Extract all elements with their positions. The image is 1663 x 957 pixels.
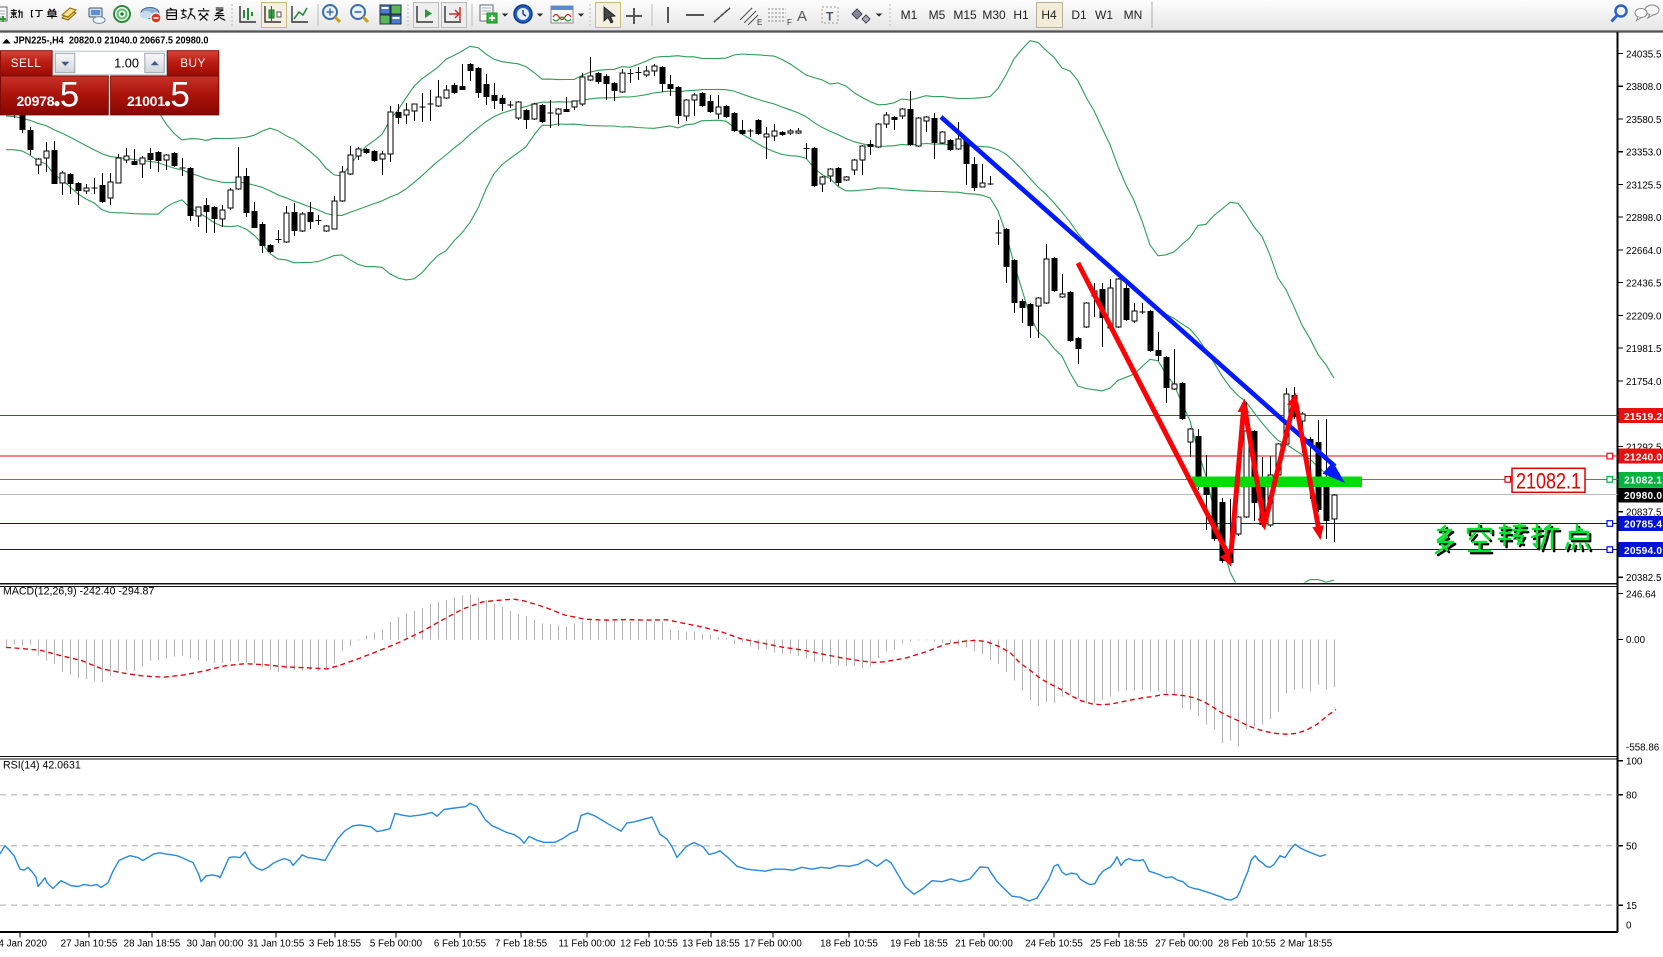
svg-text:24 Feb 10:55: 24 Feb 10:55	[1025, 939, 1083, 950]
svg-text:50: 50	[1626, 842, 1637, 853]
svg-text:30 Jan 00:00: 30 Jan 00:00	[187, 939, 244, 950]
svg-text:M30: M30	[982, 8, 1006, 22]
svg-text:M15: M15	[953, 8, 977, 22]
svg-text:23353.0: 23353.0	[1626, 148, 1662, 159]
svg-text:22664.0: 22664.0	[1626, 246, 1662, 257]
svg-text:-558.86: -558.86	[1626, 743, 1660, 754]
svg-text:21981.5: 21981.5	[1626, 344, 1662, 355]
svg-text:23808.0: 23808.0	[1626, 82, 1662, 93]
svg-text:21082.1: 21082.1	[1516, 469, 1581, 494]
svg-text:21240.0: 21240.0	[1624, 452, 1662, 463]
svg-text:17 Feb 00:00: 17 Feb 00:00	[744, 939, 802, 950]
svg-text:20594.0: 20594.0	[1624, 546, 1662, 557]
svg-text:21519.2: 21519.2	[1624, 412, 1662, 423]
svg-text:JPN225-,H4 20820.0 21040.0 20: JPN225-,H4 20820.0 21040.0 20667.5 20980…	[14, 35, 209, 46]
svg-text:23580.5: 23580.5	[1626, 115, 1662, 126]
svg-text:20382.5: 20382.5	[1626, 573, 1662, 584]
svg-text:MACD(12,26,9) -242.40 -294.87: MACD(12,26,9) -242.40 -294.87	[3, 586, 154, 598]
svg-text:23125.5: 23125.5	[1626, 180, 1662, 191]
svg-text:E: E	[757, 18, 762, 27]
svg-text:27 Feb 00:00: 27 Feb 00:00	[1155, 939, 1213, 950]
svg-text:2 Mar 18:55: 2 Mar 18:55	[1280, 939, 1333, 950]
svg-text:5: 5	[170, 75, 189, 114]
svg-text:28 Jan 18:55: 28 Jan 18:55	[124, 939, 181, 950]
svg-text:12 Feb 10:55: 12 Feb 10:55	[620, 939, 678, 950]
svg-text:RSI(14) 42.0631: RSI(14) 42.0631	[3, 760, 81, 772]
svg-text:27 Jan 10:55: 27 Jan 10:55	[61, 939, 118, 950]
svg-text:MN: MN	[1124, 8, 1143, 22]
svg-text:0: 0	[1626, 921, 1632, 932]
svg-text:7 Feb 18:55: 7 Feb 18:55	[495, 939, 548, 950]
svg-text:5: 5	[60, 75, 79, 114]
svg-text:21 Feb 00:00: 21 Feb 00:00	[955, 939, 1013, 950]
svg-text:21001: 21001	[127, 93, 165, 109]
svg-text:M5: M5	[929, 8, 946, 22]
svg-text:28 Feb 10:55: 28 Feb 10:55	[1218, 939, 1276, 950]
svg-text:H4: H4	[1041, 8, 1057, 22]
svg-text:19 Feb 18:55: 19 Feb 18:55	[890, 939, 948, 950]
svg-text:3 Feb 18:55: 3 Feb 18:55	[309, 939, 362, 950]
svg-text:80: 80	[1626, 791, 1637, 802]
svg-text:15: 15	[1626, 901, 1637, 912]
svg-text:W1: W1	[1095, 8, 1113, 22]
svg-text:5 Feb 00:00: 5 Feb 00:00	[370, 939, 423, 950]
svg-text:25 Feb 18:55: 25 Feb 18:55	[1090, 939, 1148, 950]
svg-text:18 Feb 10:55: 18 Feb 10:55	[820, 939, 878, 950]
svg-text:20978: 20978	[17, 93, 55, 109]
svg-text:1.00: 1.00	[114, 56, 139, 71]
svg-text:24 Jan 2020: 24 Jan 2020	[0, 939, 48, 950]
svg-text:A: A	[797, 8, 807, 25]
svg-text:D1: D1	[1071, 8, 1087, 22]
svg-text:22209.0: 22209.0	[1626, 311, 1662, 322]
svg-text:11 Feb 00:00: 11 Feb 00:00	[558, 939, 616, 950]
svg-text:21754.0: 21754.0	[1626, 377, 1662, 388]
svg-text:22436.5: 22436.5	[1626, 279, 1662, 290]
svg-text:F: F	[787, 18, 792, 27]
svg-text:T: T	[826, 10, 834, 24]
svg-text:31 Jan 10:55: 31 Jan 10:55	[248, 939, 305, 950]
svg-text:M1: M1	[901, 8, 918, 22]
svg-text:24035.5: 24035.5	[1626, 50, 1662, 61]
svg-text:100: 100	[1626, 757, 1643, 768]
svg-text:22898.0: 22898.0	[1626, 213, 1662, 224]
svg-text:SELL: SELL	[11, 56, 41, 70]
svg-text:13 Feb 18:55: 13 Feb 18:55	[682, 939, 740, 950]
svg-text:20980.0: 20980.0	[1624, 491, 1662, 502]
svg-text:246.64: 246.64	[1626, 589, 1657, 600]
svg-text:21082.1: 21082.1	[1624, 476, 1662, 487]
svg-text:6 Feb 10:55: 6 Feb 10:55	[434, 939, 487, 950]
svg-text:20785.4: 20785.4	[1624, 520, 1662, 531]
svg-text:0.00: 0.00	[1626, 635, 1646, 646]
svg-text:H1: H1	[1013, 8, 1029, 22]
svg-text:BUY: BUY	[180, 56, 205, 70]
